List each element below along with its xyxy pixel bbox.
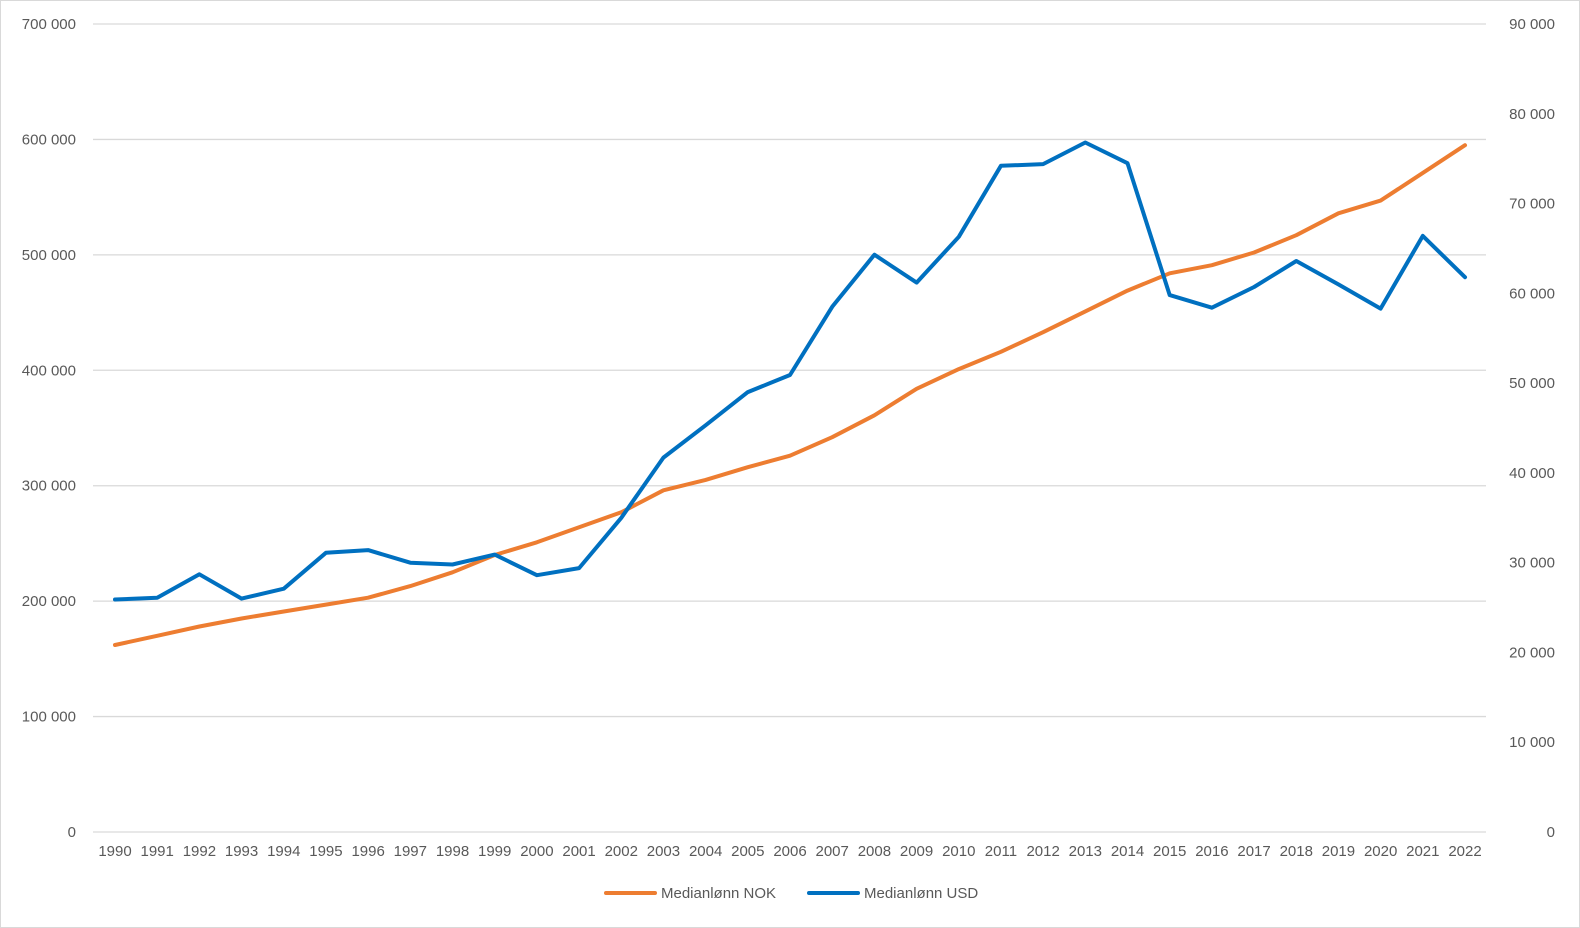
x-tick-label: 1991 [141, 843, 174, 860]
x-tick-label: 1994 [267, 843, 300, 860]
x-tick-label: 1995 [309, 843, 342, 860]
x-tick-label: 2003 [647, 843, 680, 860]
x-tick-label: 2013 [1069, 843, 1102, 860]
x-tick-label: 1997 [394, 843, 427, 860]
x-tick-label: 2005 [731, 843, 764, 860]
x-tick-label: 2017 [1237, 843, 1270, 860]
x-tick-label: 1993 [225, 843, 258, 860]
left-tick-label: 100 000 [22, 709, 76, 726]
left-tick-label: 200 000 [22, 593, 76, 610]
series-line-nok [113, 143, 1467, 647]
x-tick-label: 2002 [605, 843, 638, 860]
right-tick-label: 70 000 [1509, 196, 1555, 213]
x-tick-label: 2018 [1280, 843, 1313, 860]
left-tick-label: 400 000 [22, 362, 76, 379]
x-tick-label: 2020 [1364, 843, 1397, 860]
right-tick-label: 80 000 [1509, 106, 1555, 123]
x-tick-label: 1999 [478, 843, 511, 860]
x-tick-label: 2022 [1448, 843, 1481, 860]
x-tick-label: 2021 [1406, 843, 1439, 860]
x-tick-label: 2000 [520, 843, 553, 860]
right-tick-label: 40 000 [1509, 465, 1555, 482]
right-tick-label: 60 000 [1509, 285, 1555, 302]
left-tick-label: 500 000 [22, 247, 76, 264]
right-tick-label: 0 [1547, 824, 1555, 841]
right-tick-label: 50 000 [1509, 375, 1555, 392]
x-tick-label: 2016 [1195, 843, 1228, 860]
left-tick-label: 0 [68, 824, 76, 841]
left-tick-label: 300 000 [22, 478, 76, 495]
x-tick-label: 2012 [1026, 843, 1059, 860]
gridlines [93, 23, 1486, 833]
x-tick-label: 1992 [183, 843, 216, 860]
right-tick-label: 20 000 [1509, 644, 1555, 661]
right-tick-label: 10 000 [1509, 734, 1555, 751]
x-tick-label: 1990 [98, 843, 131, 860]
series-line-usd [113, 140, 1467, 602]
x-tick-label: 2011 [985, 843, 1017, 860]
x-tick-label: 2019 [1322, 843, 1355, 860]
x-tick-label: 2010 [942, 843, 975, 860]
left-tick-label: 700 000 [22, 16, 76, 33]
legend: Medianlønn NOK Medianlønn USD [604, 885, 978, 902]
x-axis-ticks: 1990 1991 1992 1993 1994 1995 1996 1997 1998 1999… [98, 843, 1481, 860]
right-tick-label: 90 000 [1509, 16, 1555, 33]
x-tick-label: 2004 [689, 843, 722, 860]
right-axis-ticks: 0 10 000 20 000 30 000 40 000 50 000 60 000 70 … [1509, 16, 1555, 841]
right-tick-label: 30 000 [1509, 555, 1555, 572]
x-tick-label: 2014 [1111, 843, 1144, 860]
left-axis-ticks: 0 100 000 200 000 300 000 400 000 500 000 600 … [22, 16, 76, 841]
x-tick-label: 1996 [351, 843, 384, 860]
series-lines [113, 140, 1467, 647]
x-tick-label: 2008 [858, 843, 891, 860]
x-tick-label: 2009 [900, 843, 933, 860]
x-tick-label: 1998 [436, 843, 469, 860]
left-tick-label: 600 000 [22, 131, 76, 148]
x-tick-label: 2006 [773, 843, 806, 860]
legend-label: Medianlønn USD [864, 885, 978, 902]
x-tick-label: 2007 [816, 843, 849, 860]
x-tick-label: 2015 [1153, 843, 1186, 860]
x-tick-label: 2001 [562, 843, 595, 860]
legend-label: Medianlønn NOK [661, 885, 776, 902]
